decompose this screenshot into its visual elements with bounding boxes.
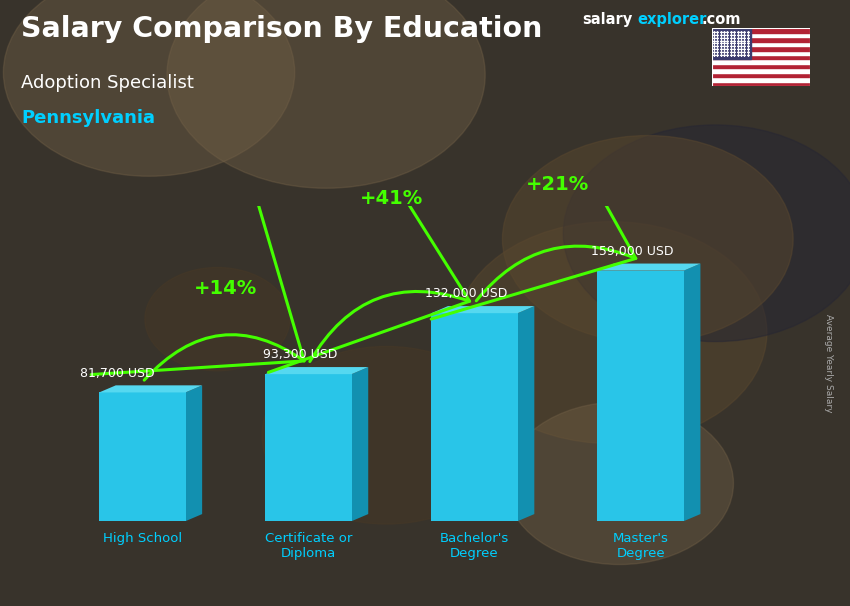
Text: 132,000 USD: 132,000 USD: [425, 287, 507, 301]
Bar: [712, 28, 810, 33]
Text: explorer: explorer: [638, 12, 707, 27]
Text: +41%: +41%: [360, 190, 423, 208]
Text: +21%: +21%: [526, 175, 589, 194]
Text: 159,000 USD: 159,000 USD: [591, 245, 673, 258]
Bar: [712, 46, 810, 51]
Circle shape: [564, 125, 850, 342]
Text: 93,300 USD: 93,300 USD: [263, 348, 337, 361]
Bar: [712, 55, 810, 59]
Circle shape: [262, 347, 511, 524]
Polygon shape: [518, 306, 535, 521]
FancyBboxPatch shape: [265, 374, 352, 521]
Circle shape: [506, 402, 734, 565]
Bar: [712, 73, 810, 77]
Bar: [712, 64, 810, 68]
FancyBboxPatch shape: [431, 313, 518, 521]
Text: Salary Comparison By Education: Salary Comparison By Education: [21, 15, 542, 43]
Bar: [712, 33, 810, 38]
Bar: [712, 77, 810, 82]
Bar: [712, 28, 751, 59]
Bar: [712, 68, 810, 73]
Polygon shape: [683, 264, 700, 521]
Polygon shape: [99, 385, 202, 393]
Polygon shape: [352, 367, 368, 521]
Bar: [712, 42, 810, 46]
Polygon shape: [185, 385, 202, 521]
Circle shape: [3, 0, 295, 176]
Polygon shape: [265, 367, 368, 374]
Text: +14%: +14%: [194, 279, 257, 298]
Text: Average Yearly Salary: Average Yearly Salary: [824, 315, 833, 413]
Bar: [712, 82, 810, 86]
Polygon shape: [598, 264, 700, 271]
FancyBboxPatch shape: [598, 271, 683, 521]
Circle shape: [456, 222, 767, 444]
FancyArrowPatch shape: [269, 121, 469, 372]
Bar: [712, 59, 810, 64]
Circle shape: [502, 136, 793, 343]
Circle shape: [167, 0, 485, 188]
Circle shape: [144, 267, 290, 371]
Text: Adoption Specialist: Adoption Specialist: [21, 74, 194, 92]
FancyArrowPatch shape: [431, 72, 636, 319]
Bar: [712, 51, 810, 55]
Polygon shape: [431, 306, 535, 313]
FancyBboxPatch shape: [99, 393, 185, 521]
Bar: [712, 38, 810, 42]
Text: 81,700 USD: 81,700 USD: [80, 367, 155, 380]
Text: Pennsylvania: Pennsylvania: [21, 109, 156, 127]
Text: salary: salary: [582, 12, 632, 27]
FancyArrowPatch shape: [91, 156, 304, 380]
Text: .com: .com: [701, 12, 740, 27]
